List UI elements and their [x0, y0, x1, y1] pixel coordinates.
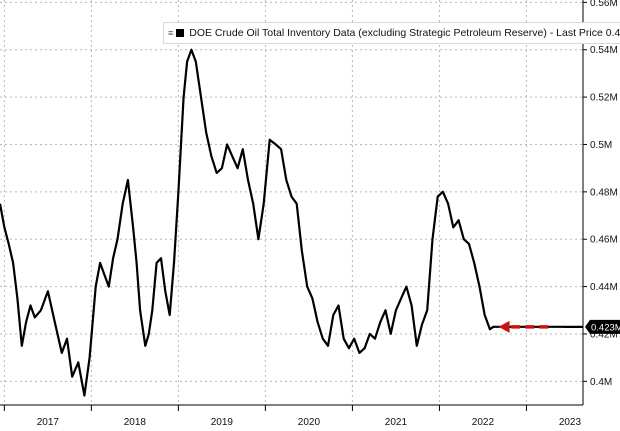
x-tick-label: 2017 [37, 417, 60, 428]
y-tick-label: 0.54M [590, 45, 618, 56]
annotation-arrow-head [498, 320, 510, 333]
y-tick-label: 0.42M [590, 329, 618, 340]
legend: ≡ DOE Crude Oil Total Inventory Data (ex… [163, 22, 620, 44]
y-tick-label: 0.4M [590, 377, 612, 388]
y-tick-label: 0.56M [590, 0, 618, 9]
x-tick-label: 2022 [472, 417, 495, 428]
x-tick-label: 2019 [211, 417, 234, 428]
x-tick-label: 2020 [298, 417, 321, 428]
y-tick-label: 0.44M [590, 282, 618, 293]
grid-layer [0, 0, 583, 405]
y-tick-label: 0.46M [590, 235, 618, 246]
legend-toggle-icon[interactable]: ≡ [168, 28, 174, 38]
series-layer [0, 48, 583, 397]
x-tick-label: 2023 [559, 417, 582, 428]
annotation-layer [498, 320, 549, 333]
x-tick-label: 2018 [124, 417, 147, 428]
legend-label: DOE Crude Oil Total Inventory Data (excl… [189, 27, 620, 39]
y-tick-label: 0.48M [590, 187, 618, 198]
x-tick-label: 2021 [385, 417, 408, 428]
last-value-badge [585, 319, 620, 334]
y-tick-label: 0.52M [590, 93, 618, 104]
y-tick-label: 0.5M [590, 140, 612, 151]
legend-swatch [176, 29, 185, 37]
series-line [0, 48, 563, 397]
last-value-label: 0.423M [591, 322, 620, 333]
